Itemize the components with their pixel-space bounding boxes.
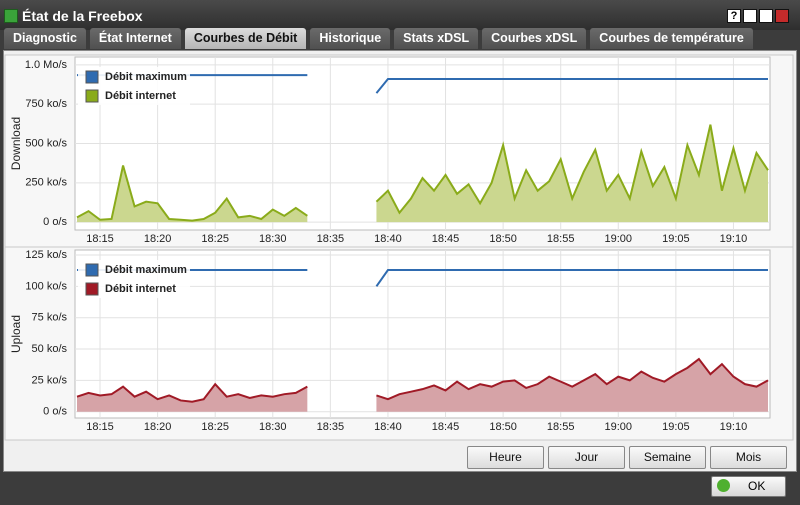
y-tick-label: 125 ko/s <box>25 249 67 261</box>
x-tick-label: 19:00 <box>605 421 633 433</box>
charts: 0 o/s 250 ko/s 500 ko/s 750 ko/s 1.0 Mo/s 18:… <box>4 54 794 441</box>
y-tick-label: 0 o/s <box>43 216 67 228</box>
y-tick-label: 500 ko/s <box>25 137 67 149</box>
close-button[interactable] <box>775 9 789 23</box>
tab[interactable]: Courbes xDSL <box>482 28 587 49</box>
x-tick-label: 18:55 <box>547 233 575 245</box>
x-tick-label: 18:20 <box>144 233 172 245</box>
legend-label: Débit internet <box>105 283 176 295</box>
series-line <box>76 357 769 403</box>
x-tick-label: 19:00 <box>605 233 633 245</box>
y-axis-label: Download <box>9 117 23 170</box>
x-tick-label: 18:50 <box>489 421 517 433</box>
help-button[interactable]: ? <box>727 9 741 23</box>
legend-swatch <box>85 89 99 103</box>
minimize-button[interactable] <box>743 9 757 23</box>
x-tick-label: 19:10 <box>720 233 748 245</box>
tab[interactable]: Courbes de température <box>590 28 753 49</box>
app-icon <box>4 9 18 23</box>
y-tick-label: 50 ko/s <box>32 343 68 355</box>
x-tick-label: 18:45 <box>432 421 460 433</box>
range-button[interactable]: Semaine <box>629 446 706 469</box>
legend-swatch <box>85 282 99 296</box>
tab[interactable]: État Internet <box>89 28 181 49</box>
range-button[interactable]: Heure <box>467 446 544 469</box>
x-tick-label: 18:35 <box>317 421 345 433</box>
y-tick-label: 1.0 Mo/s <box>25 59 68 71</box>
y-tick-label: 0 o/s <box>43 406 67 418</box>
range-button[interactable]: Jour <box>548 446 625 469</box>
x-tick-label: 19:05 <box>662 233 690 245</box>
tab[interactable]: Diagnostic <box>4 28 86 49</box>
x-tick-label: 18:25 <box>201 421 229 433</box>
y-tick-label: 25 ko/s <box>32 374 68 386</box>
range-button[interactable]: Mois <box>710 446 787 469</box>
x-tick-label: 18:15 <box>86 421 114 433</box>
x-tick-label: 18:30 <box>259 421 287 433</box>
y-tick-label: 250 ko/s <box>25 177 67 189</box>
x-tick-label: 18:40 <box>374 233 402 245</box>
x-tick-label: 18:15 <box>86 233 114 245</box>
series-area <box>77 124 768 223</box>
legend-label: Débit maximum <box>105 71 187 83</box>
y-tick-label: 100 ko/s <box>25 280 67 292</box>
series-line <box>76 124 769 222</box>
legend-swatch <box>85 263 99 277</box>
y-axis-label: Upload <box>9 315 23 353</box>
tab[interactable]: Courbes de Débit <box>184 28 307 49</box>
tab[interactable]: Historique <box>310 28 391 49</box>
tab[interactable]: Stats xDSL <box>394 28 479 49</box>
y-tick-label: 750 ko/s <box>25 98 67 110</box>
x-tick-label: 19:10 <box>720 421 748 433</box>
y-tick-label: 75 ko/s <box>32 312 68 324</box>
x-tick-label: 18:40 <box>374 421 402 433</box>
x-tick-label: 19:05 <box>662 421 690 433</box>
x-tick-label: 18:35 <box>317 233 345 245</box>
maximize-button[interactable] <box>759 9 773 23</box>
ok-button[interactable]: OK <box>711 476 786 497</box>
tab-bar: Diagnostic État Internet Courbes de Débit H… <box>4 28 753 49</box>
x-tick-label: 18:30 <box>259 233 287 245</box>
ok-icon <box>717 479 730 492</box>
x-tick-label: 18:55 <box>547 421 575 433</box>
x-tick-label: 18:45 <box>432 233 460 245</box>
legend-label: Débit maximum <box>105 264 187 276</box>
legend-label: Débit internet <box>105 90 176 102</box>
window-title: État de la Freebox <box>22 8 143 24</box>
x-tick-label: 18:20 <box>144 421 172 433</box>
x-tick-label: 18:25 <box>201 233 229 245</box>
ok-label: OK <box>748 479 766 493</box>
title-bar: État de la Freebox ? <box>0 0 800 30</box>
legend-swatch <box>85 70 99 84</box>
x-tick-label: 18:50 <box>489 233 517 245</box>
